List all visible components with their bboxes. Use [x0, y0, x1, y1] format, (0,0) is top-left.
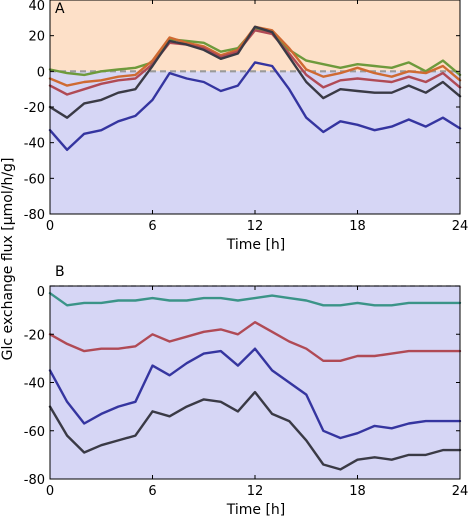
panel-b-y-tick-label: 0: [37, 285, 45, 300]
panel-b-series-2-line: [48, 321, 462, 362]
panel-a-y-tick-label: -40: [24, 137, 45, 152]
panel-b-x-axis-label: Time [h]: [226, 502, 286, 518]
panel-b-y-tick-label: -80: [24, 473, 45, 488]
panel-a-x-tick-label: 0: [46, 219, 54, 234]
panel-a-y-tick-label: 0: [37, 65, 45, 80]
panel-a-x-tick-label: 6: [148, 219, 156, 234]
panel-b-negative-region: [50, 286, 460, 479]
panel-a-y-tick-label: 40: [28, 0, 45, 14]
y-axis-label: Glc exchange flux [µmol/h/g]: [0, 158, 16, 361]
panel-a-x-tick-label: 18: [349, 219, 366, 234]
panel-b-x-tick-label: 18: [349, 484, 366, 499]
panel-a-x-tick-label: 12: [247, 219, 264, 234]
panel-a-y-tick-label: 20: [28, 30, 45, 45]
panel-a-x-tick-label: 24: [452, 219, 469, 234]
panel-b-label: B: [55, 264, 65, 280]
panel-b-x-tick-label: 6: [148, 484, 156, 499]
panel-a-series-3-line: [48, 29, 462, 96]
panel-b-series-1-line: [48, 292, 462, 307]
panel-a-x-axis-label: Time [h]: [226, 237, 286, 253]
panel-a-series-5-line: [48, 61, 462, 152]
panel-b-y-tick-label: -20: [24, 328, 45, 343]
panel-b-x-tick-label: 24: [452, 484, 469, 499]
panel-a-positive-region: [50, 0, 460, 72]
panel-a-series-4-line: [48, 25, 462, 119]
panel-b-series-4-line: [48, 390, 462, 471]
panel-a-y-tick-label: -20: [24, 101, 45, 116]
panel-b-x-tick-label: 12: [247, 484, 264, 499]
panel-a-label: A: [55, 1, 65, 17]
panel-b-x-tick-label: 0: [46, 484, 54, 499]
panel-a-y-tick-label: -80: [24, 208, 45, 223]
panel-a-y-tick-label: -60: [24, 172, 45, 187]
panel-b-y-tick-label: -40: [24, 377, 45, 392]
panel-a-negative-region: [50, 71, 460, 214]
panel-b: B Time [h] 0 6 12 18 24 -80 -60 -40 -20 0: [24, 264, 469, 518]
panel-b-y-tick-label: -60: [24, 425, 45, 440]
panel-a: A Time [h] 0 6 12 18 24 -80 -60 -40 -20 0 20 40: [24, 0, 469, 253]
panel-b-series-3-line: [48, 347, 462, 440]
